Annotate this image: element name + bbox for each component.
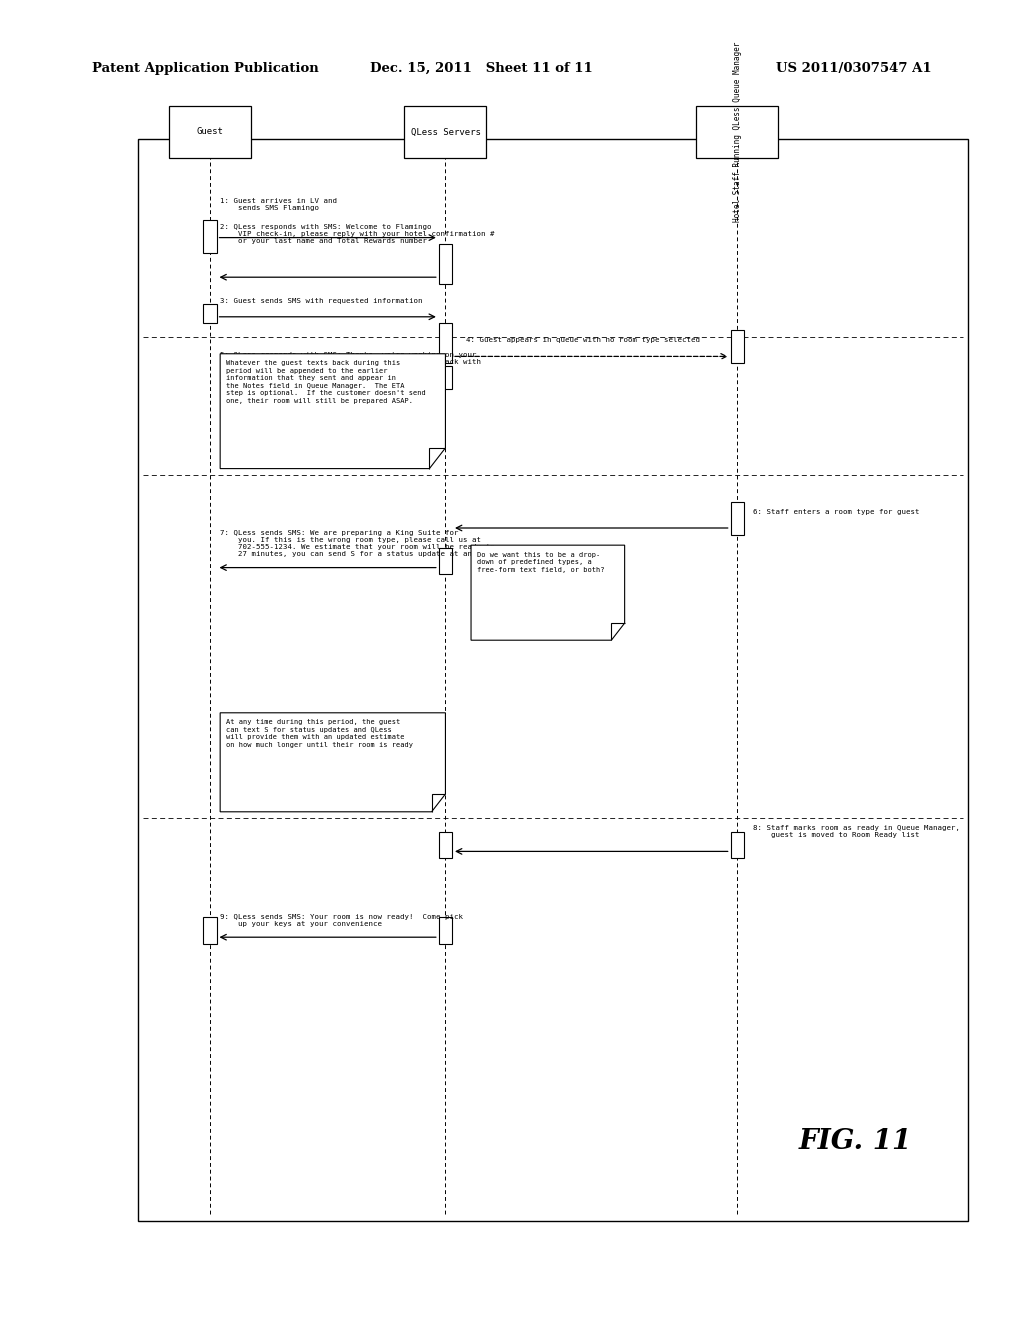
- Bar: [169, 106, 251, 158]
- Bar: [203, 304, 217, 323]
- Text: 5: QLess responds with SMS: Thanks, we're working on your
    room. It would be : 5: QLess responds with SMS: Thanks, we'r…: [220, 352, 481, 372]
- Text: 6: Staff enters a room type for guest: 6: Staff enters a room type for guest: [753, 508, 920, 515]
- Text: 2: QLess responds with SMS: Welcome to Flamingo
    VIP check-in, please reply w: 2: QLess responds with SMS: Welcome to F…: [220, 224, 495, 244]
- Text: FIG. 11: FIG. 11: [799, 1129, 911, 1155]
- Bar: [138, 139, 968, 1221]
- Text: 4: Guest appears in queue with no room type selected: 4: Guest appears in queue with no room t…: [466, 337, 700, 343]
- Text: 8: Staff marks room as ready in Queue Manager,
    guest is moved to Room Ready : 8: Staff marks room as ready in Queue Ma…: [753, 825, 959, 838]
- Text: 9: QLess sends SMS: Your room is now ready!  Come pick
    up your keys at your : 9: QLess sends SMS: Your room is now rea…: [220, 913, 463, 927]
- Bar: [731, 502, 743, 535]
- Text: US 2011/0307547 A1: US 2011/0307547 A1: [776, 62, 932, 75]
- Text: At any time during this period, the guest
can text S for status updates and QLes: At any time during this period, the gues…: [226, 719, 414, 748]
- Text: Do we want this to be a drop-
down of predefined types, a
free-form text field, : Do we want this to be a drop- down of pr…: [477, 552, 605, 573]
- Text: Hotel Staff Running QLess Queue Manager: Hotel Staff Running QLess Queue Manager: [733, 42, 741, 222]
- Bar: [731, 330, 743, 363]
- Polygon shape: [220, 713, 445, 812]
- Bar: [438, 366, 453, 389]
- Bar: [203, 917, 217, 944]
- Polygon shape: [471, 545, 625, 640]
- Bar: [203, 220, 217, 253]
- Text: Whatever the guest texts back during this
period will be appended to the earlier: Whatever the guest texts back during thi…: [226, 360, 426, 404]
- Text: Dec. 15, 2011   Sheet 11 of 11: Dec. 15, 2011 Sheet 11 of 11: [370, 62, 593, 75]
- Text: QLess Servers: QLess Servers: [411, 128, 480, 136]
- Polygon shape: [220, 354, 445, 469]
- Bar: [696, 106, 778, 158]
- Text: Patent Application Publication: Patent Application Publication: [92, 62, 318, 75]
- Bar: [404, 106, 486, 158]
- Bar: [438, 917, 453, 944]
- Text: 3: Guest sends SMS with requested information: 3: Guest sends SMS with requested inform…: [220, 297, 423, 304]
- Bar: [438, 323, 453, 363]
- Text: 1: Guest arrives in LV and
    sends SMS Flamingo: 1: Guest arrives in LV and sends SMS Fla…: [220, 198, 337, 211]
- Bar: [438, 832, 453, 858]
- Bar: [731, 832, 743, 858]
- Text: Guest: Guest: [197, 128, 223, 136]
- Bar: [438, 244, 453, 284]
- Bar: [438, 548, 453, 574]
- Text: 7: QLess sends SMS: We are preparing a King Suite for
    you. If this is the wr: 7: QLess sends SMS: We are preparing a K…: [220, 531, 504, 557]
